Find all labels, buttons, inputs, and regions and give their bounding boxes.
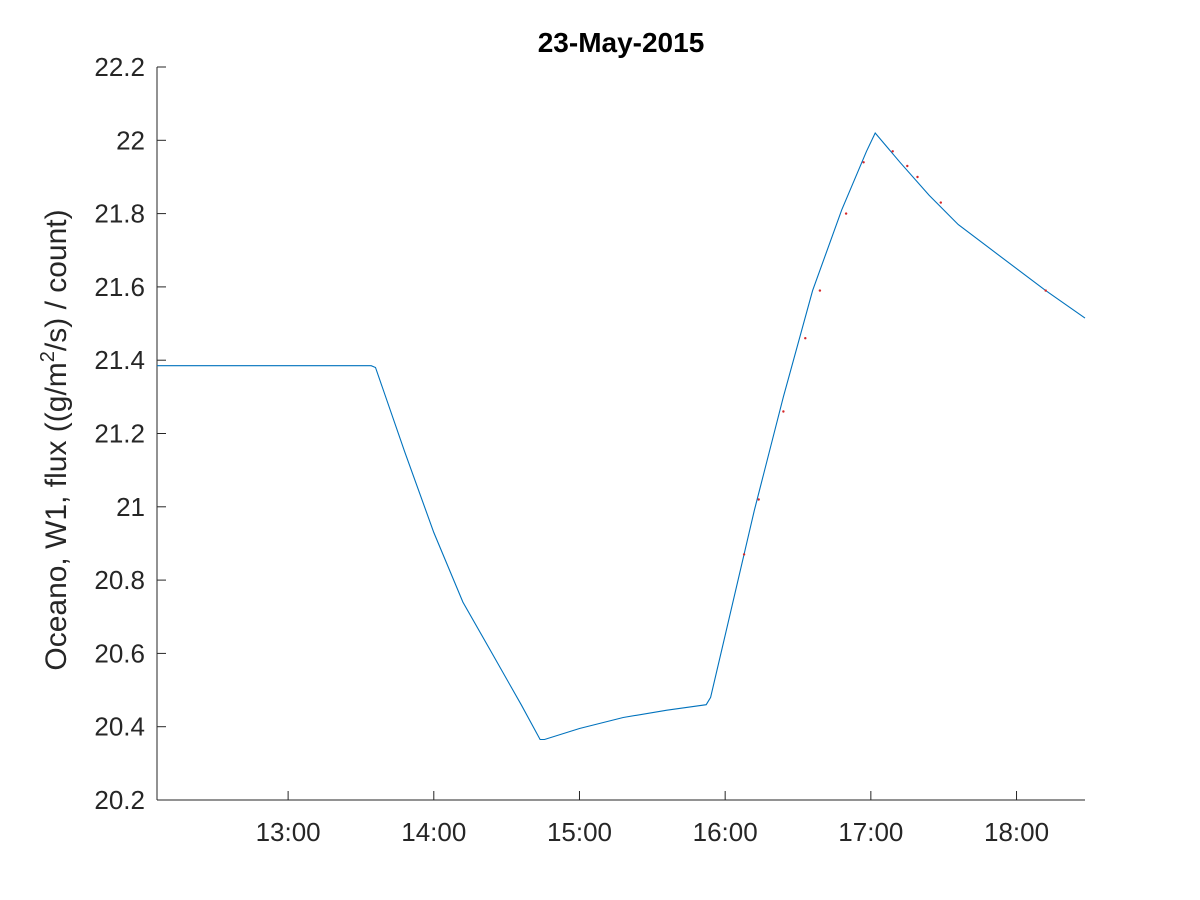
y-tick-label: 21.2 [94, 419, 145, 449]
data-point-marker [939, 201, 942, 204]
data-point-marker [1044, 289, 1047, 292]
data-point-marker [906, 164, 909, 168]
x-tick-label: 15:00 [547, 817, 612, 847]
y-tick-label: 21.4 [94, 345, 145, 375]
y-tick-label: 22.2 [94, 52, 145, 82]
x-tick-label: 14:00 [401, 817, 466, 847]
data-point-marker [742, 553, 746, 556]
y-tick-label: 21.6 [94, 272, 145, 302]
y-tick-label: 21 [116, 492, 145, 522]
data-point-marker [757, 498, 760, 501]
series-line-flux [157, 131, 1086, 741]
x-tick-label: 16:00 [693, 817, 758, 847]
x-tick-label: 18:00 [984, 817, 1049, 847]
y-tick-labels: 20.2 20.4 20.6 20.8 21 21.2 21.4 21.6 21.8 22 22.2 [94, 52, 145, 815]
x-tick-label: 17:00 [838, 817, 903, 847]
x-tick-labels: 13:00 14:00 15:00 16:00 17:00 18:00 [256, 817, 1049, 847]
y-tick-label: 20.4 [94, 712, 145, 742]
data-point-marker [804, 337, 807, 340]
y-tick-label: 20.2 [94, 785, 145, 815]
data-point-marker [891, 150, 894, 153]
y-tick-label: 20.6 [94, 638, 145, 668]
axes [156, 66, 1085, 801]
y-axis-label: Oceano, W1, flux ((g/m2/s) / count) [37, 209, 73, 670]
plot-area [157, 131, 1086, 741]
x-tick-label: 13:00 [256, 817, 321, 847]
y-tick-label: 20.8 [94, 565, 145, 595]
data-point-marker [862, 161, 865, 164]
data-point-marker [844, 212, 848, 215]
data-point-marker [818, 289, 822, 292]
data-point-marker [782, 410, 785, 413]
data-point-marker [916, 175, 919, 179]
chart-title: 23-May-2015 [538, 27, 705, 58]
y-tick-label: 21.8 [94, 199, 145, 229]
y-tick-label: 22 [116, 125, 145, 155]
